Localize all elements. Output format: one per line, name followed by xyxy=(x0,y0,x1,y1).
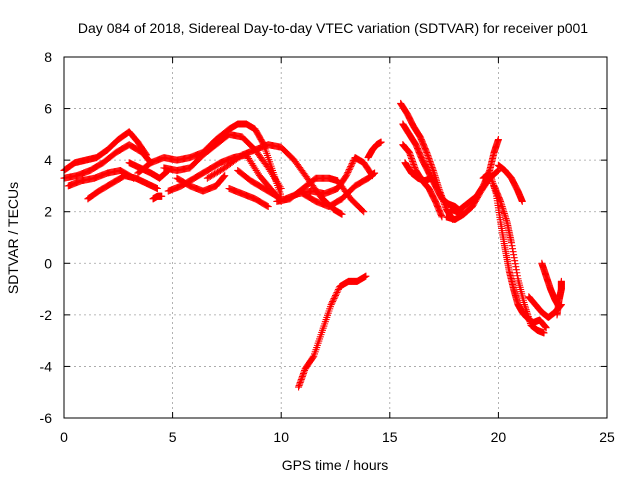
data-point xyxy=(334,287,342,295)
data-point xyxy=(209,171,217,179)
data-point xyxy=(205,173,213,181)
data-point xyxy=(348,160,356,168)
data-points xyxy=(60,99,565,391)
series-arc-8 xyxy=(160,130,285,193)
plot-frame xyxy=(63,56,608,419)
series-arc-4 xyxy=(84,172,161,203)
y-tick-label: -2 xyxy=(40,307,53,323)
data-point xyxy=(345,166,353,174)
series-arc-11 xyxy=(203,141,346,218)
data-point xyxy=(540,329,548,337)
data-point xyxy=(494,136,502,144)
series-arc-16 xyxy=(299,169,379,211)
data-point xyxy=(208,172,216,180)
data-point xyxy=(221,172,229,180)
x-tick-label: 25 xyxy=(599,429,615,445)
grid-layer xyxy=(64,57,607,418)
data-point xyxy=(220,172,228,180)
y-tick-label: 0 xyxy=(44,255,52,271)
data-point xyxy=(359,207,367,215)
data-point xyxy=(272,192,280,200)
data-point xyxy=(206,172,214,180)
data-point xyxy=(349,158,357,166)
chart-title: Day 084 of 2018, Sidereal Day-to-day VTE… xyxy=(78,20,588,36)
x-tick-label: 0 xyxy=(60,429,68,445)
data-point xyxy=(309,353,317,361)
data-point xyxy=(427,174,435,182)
data-point xyxy=(329,298,337,306)
data-point xyxy=(338,210,346,218)
data-point xyxy=(276,183,284,191)
data-point xyxy=(158,192,166,200)
series-arc-10 xyxy=(173,172,229,195)
data-point xyxy=(264,203,272,211)
data-point xyxy=(377,138,385,146)
y-tick-label: -6 xyxy=(40,410,53,426)
data-point xyxy=(215,167,223,175)
series-arc-22 xyxy=(401,159,435,185)
axis-ticks: 0 5 10 15 20 25 -6 -4 -2 0 2 4 6 8 xyxy=(40,49,615,445)
data-point xyxy=(218,166,226,174)
data-point xyxy=(329,296,337,304)
data-point xyxy=(277,185,285,193)
data-point xyxy=(371,169,379,177)
x-tick-label: 10 xyxy=(273,429,289,445)
y-tick-label: 2 xyxy=(44,204,52,220)
series-arc-6 xyxy=(149,192,166,203)
data-point xyxy=(213,168,221,176)
data-point xyxy=(346,164,354,172)
y-tick-label: 6 xyxy=(44,101,52,117)
data-point xyxy=(332,290,340,298)
series-arc-17 xyxy=(364,138,385,162)
series-arc-28 xyxy=(538,259,563,311)
data-point xyxy=(347,163,355,171)
data-point xyxy=(347,161,355,169)
data-point xyxy=(219,173,227,181)
series-arc-12 xyxy=(234,166,281,200)
data-point xyxy=(331,293,339,301)
x-tick-label: 5 xyxy=(169,429,177,445)
series-arc-26 xyxy=(490,182,548,337)
x-tick-label: 15 xyxy=(382,429,398,445)
data-point xyxy=(327,301,335,309)
data-point xyxy=(362,272,370,280)
data-point xyxy=(153,185,161,193)
y-tick-label: 4 xyxy=(44,152,52,168)
series-arc-27 xyxy=(494,161,526,205)
data-point xyxy=(330,295,338,303)
data-point xyxy=(333,289,341,297)
data-point xyxy=(345,167,353,175)
series-arc-15 xyxy=(282,154,376,203)
y-axis-label: SDTVAR / TECUs xyxy=(5,182,21,294)
data-point xyxy=(216,166,224,174)
series-arc-1 xyxy=(60,128,151,174)
data-point xyxy=(212,169,220,177)
data-point xyxy=(203,174,211,182)
x-tick-label: 20 xyxy=(491,429,507,445)
data-point xyxy=(263,202,271,210)
series-arc-13 xyxy=(225,185,272,211)
data-point xyxy=(542,324,550,332)
data-point xyxy=(211,170,219,178)
y-tick-label: 8 xyxy=(44,49,52,65)
series-arc-30 xyxy=(553,277,565,319)
data-point xyxy=(342,172,350,180)
data-point xyxy=(493,168,501,176)
data-point xyxy=(328,299,336,307)
series-arc-18 xyxy=(295,272,370,391)
data-point xyxy=(518,197,526,205)
y-tick-label: -4 xyxy=(40,358,53,374)
data-point xyxy=(494,167,502,175)
data-point xyxy=(557,277,565,285)
x-axis-label: GPS time / hours xyxy=(282,457,389,473)
data-point xyxy=(332,292,339,300)
data-point xyxy=(344,169,352,177)
data-point xyxy=(343,170,351,178)
data-point xyxy=(360,208,368,216)
